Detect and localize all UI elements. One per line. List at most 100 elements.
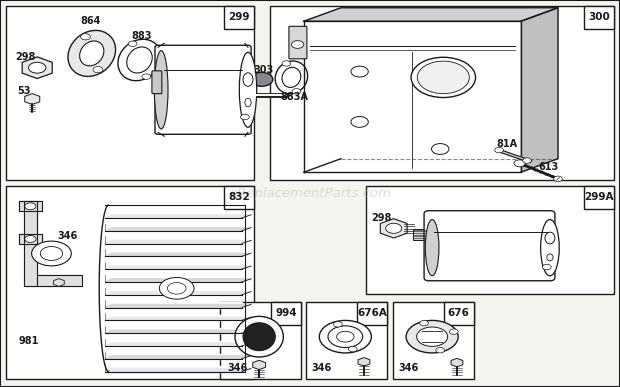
Bar xyxy=(366,186,614,294)
Bar xyxy=(6,6,254,180)
Polygon shape xyxy=(304,8,558,21)
Polygon shape xyxy=(105,266,251,269)
Ellipse shape xyxy=(243,323,275,351)
Polygon shape xyxy=(19,201,42,211)
Bar xyxy=(584,186,614,209)
Polygon shape xyxy=(521,8,558,172)
Text: 676: 676 xyxy=(448,308,470,319)
Text: 346: 346 xyxy=(57,231,78,241)
Text: 299A: 299A xyxy=(584,192,614,202)
Bar xyxy=(270,6,614,180)
Ellipse shape xyxy=(154,51,168,129)
Text: eReplacementParts.com: eReplacementParts.com xyxy=(229,187,391,200)
Circle shape xyxy=(411,57,476,98)
Circle shape xyxy=(450,329,458,334)
Polygon shape xyxy=(105,215,251,218)
Circle shape xyxy=(40,247,63,260)
Text: 981: 981 xyxy=(19,336,39,346)
Text: 298: 298 xyxy=(371,213,391,223)
Ellipse shape xyxy=(118,39,161,81)
Ellipse shape xyxy=(541,219,559,276)
Bar xyxy=(224,186,254,209)
Polygon shape xyxy=(105,253,251,256)
Ellipse shape xyxy=(425,219,439,276)
Text: 53: 53 xyxy=(17,86,31,96)
Circle shape xyxy=(523,158,531,163)
Ellipse shape xyxy=(243,73,253,86)
Text: 299: 299 xyxy=(229,12,250,22)
Circle shape xyxy=(417,327,448,346)
Bar xyxy=(6,186,254,379)
Circle shape xyxy=(250,72,273,86)
Circle shape xyxy=(291,41,304,48)
Bar xyxy=(224,6,254,29)
Ellipse shape xyxy=(239,52,257,127)
Text: 300: 300 xyxy=(588,12,610,22)
FancyBboxPatch shape xyxy=(155,45,251,134)
Text: 81A: 81A xyxy=(496,139,517,149)
Text: 303: 303 xyxy=(253,65,273,75)
Polygon shape xyxy=(105,315,242,320)
Polygon shape xyxy=(105,330,251,333)
Circle shape xyxy=(25,203,36,210)
Polygon shape xyxy=(37,275,82,286)
Polygon shape xyxy=(105,240,251,243)
Polygon shape xyxy=(105,305,251,308)
Circle shape xyxy=(432,144,449,154)
Ellipse shape xyxy=(126,47,153,73)
Polygon shape xyxy=(105,343,251,346)
Circle shape xyxy=(167,283,186,294)
Polygon shape xyxy=(105,302,242,308)
Polygon shape xyxy=(24,201,37,286)
Bar xyxy=(271,302,301,325)
Text: 298: 298 xyxy=(16,51,36,62)
Ellipse shape xyxy=(282,67,301,87)
FancyBboxPatch shape xyxy=(152,71,162,94)
Circle shape xyxy=(337,331,354,342)
Polygon shape xyxy=(304,21,521,172)
Polygon shape xyxy=(105,356,251,359)
Circle shape xyxy=(542,264,551,270)
Polygon shape xyxy=(19,234,42,244)
Text: 883A: 883A xyxy=(280,92,308,102)
Circle shape xyxy=(93,67,103,73)
Text: 346: 346 xyxy=(311,363,332,373)
Circle shape xyxy=(159,277,194,299)
Ellipse shape xyxy=(275,61,308,94)
Polygon shape xyxy=(105,238,242,243)
Ellipse shape xyxy=(235,317,283,357)
Text: 832: 832 xyxy=(228,192,250,202)
Text: 883: 883 xyxy=(131,31,152,41)
Ellipse shape xyxy=(68,31,115,76)
Circle shape xyxy=(142,74,151,79)
Circle shape xyxy=(282,61,291,66)
Circle shape xyxy=(292,89,301,94)
Circle shape xyxy=(420,320,428,326)
Circle shape xyxy=(348,346,357,352)
Circle shape xyxy=(81,34,91,40)
Circle shape xyxy=(328,326,363,348)
Circle shape xyxy=(128,41,137,46)
Circle shape xyxy=(495,147,503,153)
Text: 994: 994 xyxy=(275,308,296,319)
Bar xyxy=(393,302,474,379)
Circle shape xyxy=(319,320,371,353)
Polygon shape xyxy=(105,277,242,282)
Polygon shape xyxy=(105,279,251,282)
Circle shape xyxy=(32,241,71,266)
Polygon shape xyxy=(105,289,242,295)
Polygon shape xyxy=(105,354,242,359)
FancyBboxPatch shape xyxy=(424,211,555,281)
Bar xyxy=(444,302,474,325)
Bar xyxy=(306,302,387,379)
Bar xyxy=(413,229,429,240)
Polygon shape xyxy=(105,341,242,346)
Bar xyxy=(584,6,614,29)
Polygon shape xyxy=(105,228,251,231)
Polygon shape xyxy=(413,234,428,236)
Polygon shape xyxy=(105,328,242,333)
Circle shape xyxy=(417,61,469,94)
Ellipse shape xyxy=(545,232,555,244)
Polygon shape xyxy=(105,264,242,269)
Circle shape xyxy=(514,160,525,167)
